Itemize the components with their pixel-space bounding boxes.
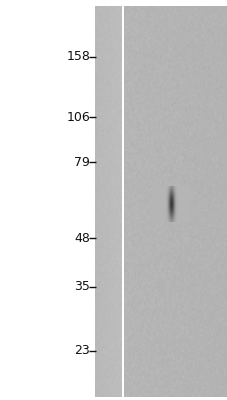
Text: 79: 79 [74, 156, 90, 169]
Text: 48: 48 [74, 232, 90, 245]
Text: 35: 35 [74, 280, 90, 293]
Text: 158: 158 [66, 50, 90, 63]
Text: 23: 23 [74, 344, 90, 357]
Text: 106: 106 [66, 111, 90, 124]
